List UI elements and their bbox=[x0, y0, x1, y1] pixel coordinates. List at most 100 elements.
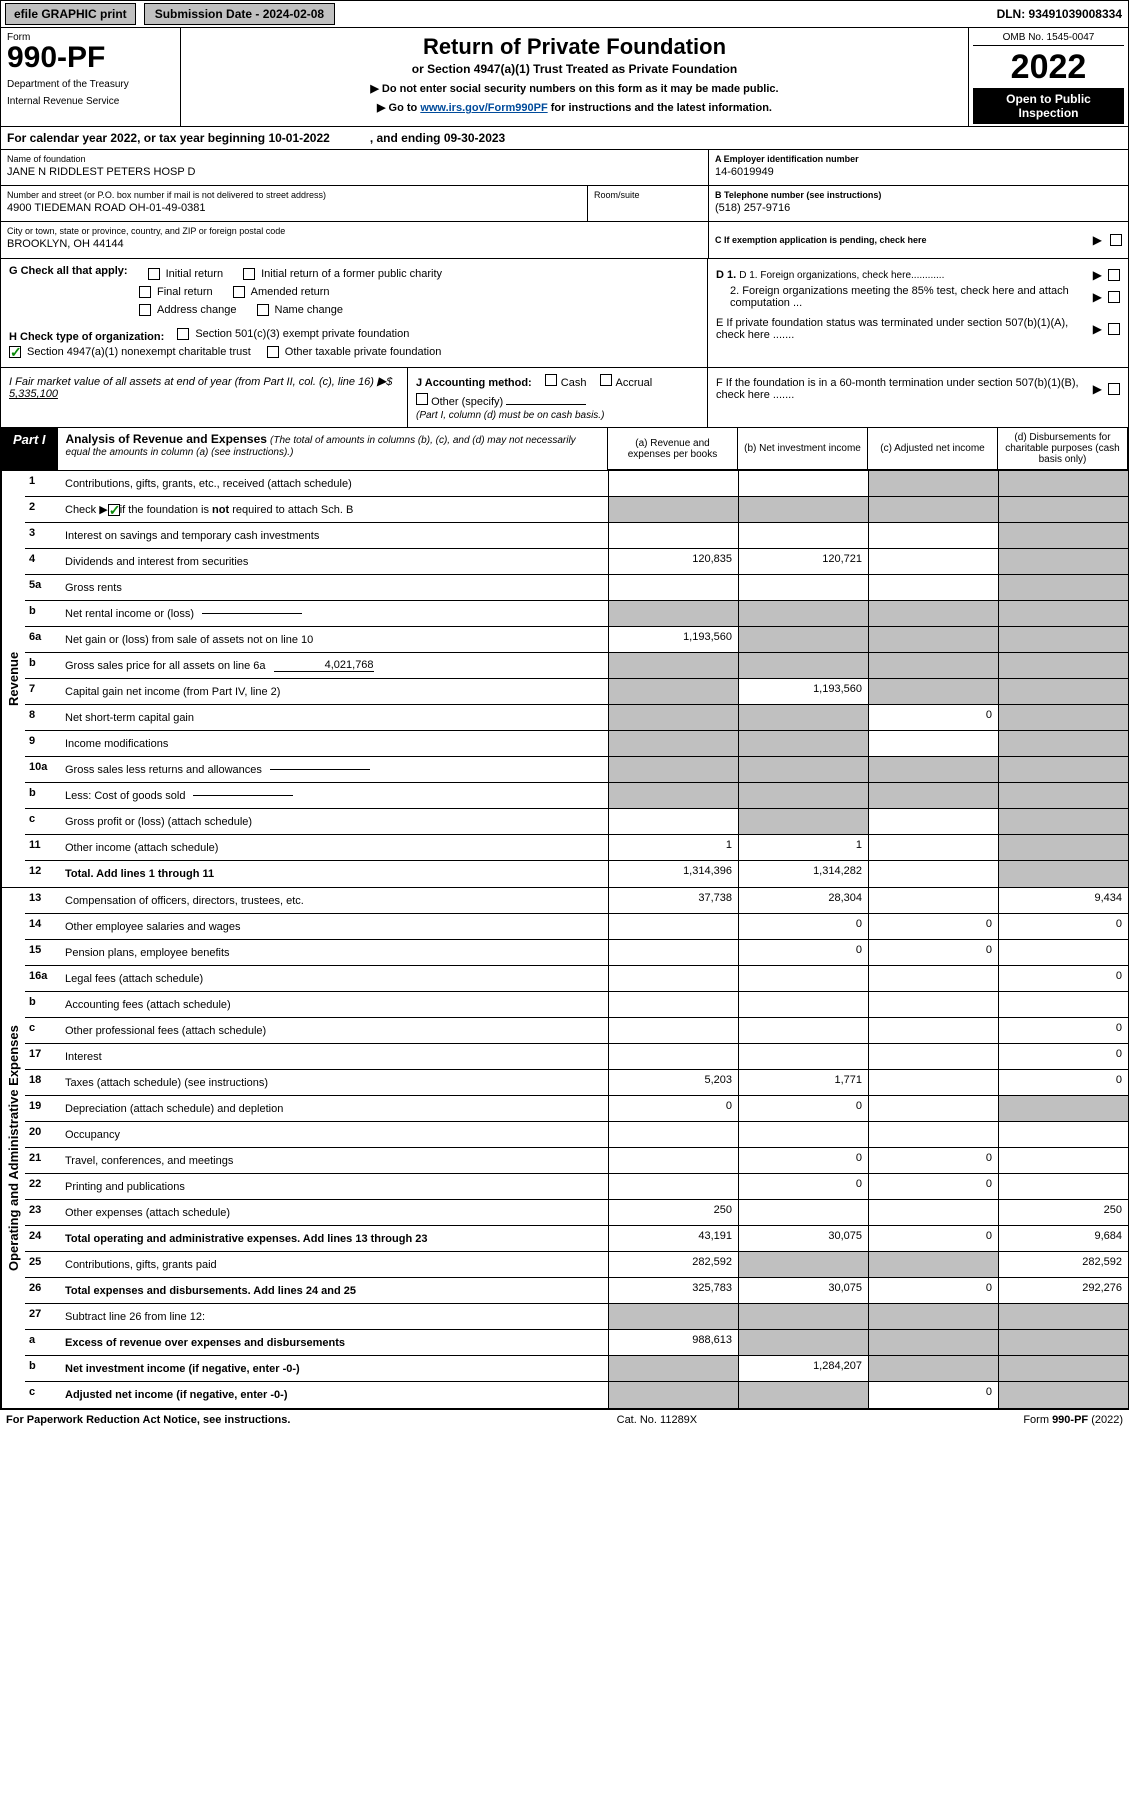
arrow-icon: ▶ bbox=[1093, 268, 1102, 282]
f-checkbox[interactable] bbox=[1108, 383, 1120, 395]
row-number: 8 bbox=[25, 705, 61, 730]
cell-b: 0 bbox=[738, 1174, 868, 1199]
cell-b bbox=[738, 1200, 868, 1225]
calyear-begin: For calendar year 2022, or tax year begi… bbox=[7, 131, 330, 145]
cell-b: 1,771 bbox=[738, 1070, 868, 1095]
table-row: 22Printing and publications00 bbox=[25, 1174, 1128, 1200]
row-desc: Travel, conferences, and meetings bbox=[61, 1148, 608, 1173]
g-amended-return[interactable]: Amended return bbox=[233, 286, 330, 298]
cell-c bbox=[868, 549, 998, 574]
table-row: 21Travel, conferences, and meetings00 bbox=[25, 1148, 1128, 1174]
cell-b bbox=[738, 966, 868, 991]
cell-c bbox=[868, 861, 998, 887]
row-number: 27 bbox=[25, 1304, 61, 1329]
row-desc: Other professional fees (attach schedule… bbox=[61, 1018, 608, 1043]
col-c-header: (c) Adjusted net income bbox=[868, 428, 998, 470]
cell-d bbox=[998, 653, 1128, 678]
cell-b bbox=[738, 497, 868, 522]
address-row: Number and street (or P.O. box number if… bbox=[1, 186, 708, 222]
cell-a bbox=[608, 1174, 738, 1199]
cell-c bbox=[868, 523, 998, 548]
cell-b bbox=[738, 731, 868, 756]
cell-c bbox=[868, 757, 998, 782]
d2-checkbox[interactable] bbox=[1108, 291, 1120, 303]
cell-d bbox=[998, 940, 1128, 965]
row-desc: Contributions, gifts, grants, etc., rece… bbox=[61, 471, 608, 496]
cell-a: 282,592 bbox=[608, 1252, 738, 1277]
cell-d bbox=[998, 783, 1128, 808]
cell-a bbox=[608, 731, 738, 756]
g-address-change[interactable]: Address change bbox=[139, 304, 237, 316]
d1-checkbox[interactable] bbox=[1108, 269, 1120, 281]
j-accrual-checkbox[interactable] bbox=[600, 374, 612, 386]
cell-b bbox=[738, 1252, 868, 1277]
open-line1: Open to Public bbox=[975, 92, 1122, 106]
row-desc: Less: Cost of goods sold bbox=[61, 783, 608, 808]
cell-b: 1 bbox=[738, 835, 868, 860]
e-checkbox[interactable] bbox=[1108, 323, 1120, 335]
city-cell: City or town, state or province, country… bbox=[1, 222, 708, 258]
cell-a bbox=[608, 601, 738, 626]
cell-c bbox=[868, 888, 998, 913]
cell-d: 0 bbox=[998, 966, 1128, 991]
cell-a bbox=[608, 653, 738, 678]
cell-b: 0 bbox=[738, 914, 868, 939]
topbar: efile GRAPHIC print Submission Date - 20… bbox=[0, 0, 1129, 28]
row-number: 9 bbox=[25, 731, 61, 756]
h-501c3[interactable]: Section 501(c)(3) exempt private foundat… bbox=[177, 328, 409, 340]
cell-d bbox=[998, 523, 1128, 548]
j-other-input[interactable] bbox=[506, 404, 586, 405]
row-desc: Net short-term capital gain bbox=[61, 705, 608, 730]
c-checkbox[interactable] bbox=[1110, 234, 1122, 246]
row-desc: Taxes (attach schedule) (see instruction… bbox=[61, 1070, 608, 1095]
form-subtitle: or Section 4947(a)(1) Trust Treated as P… bbox=[191, 62, 958, 76]
cell-a bbox=[608, 705, 738, 730]
row-desc: Adjusted net income (if negative, enter … bbox=[61, 1382, 608, 1408]
g-name-change[interactable]: Name change bbox=[257, 304, 344, 316]
cell-b bbox=[738, 523, 868, 548]
row-desc: Total expenses and disbursements. Add li… bbox=[61, 1278, 608, 1303]
row-number: 17 bbox=[25, 1044, 61, 1069]
table-row: bAccounting fees (attach schedule) bbox=[25, 992, 1128, 1018]
g-final-return[interactable]: Final return bbox=[139, 286, 213, 298]
irs-link[interactable]: www.irs.gov/Form990PF bbox=[420, 102, 547, 114]
table-row: 20Occupancy bbox=[25, 1122, 1128, 1148]
table-row: 6aNet gain or (loss) from sale of assets… bbox=[25, 627, 1128, 653]
f-cell: F If the foundation is in a 60-month ter… bbox=[708, 368, 1128, 427]
g-opt2-label: Address change bbox=[157, 304, 237, 316]
row-desc: Total. Add lines 1 through 11 bbox=[61, 861, 608, 887]
revenue-side-label: Revenue bbox=[1, 471, 25, 887]
j-label: J Accounting method: bbox=[416, 377, 532, 389]
g-initial-return[interactable]: Initial return bbox=[148, 268, 223, 280]
row-desc: Interest on savings and temporary cash i… bbox=[61, 523, 608, 548]
efile-print-button[interactable]: efile GRAPHIC print bbox=[5, 3, 136, 25]
form-header: Form 990-PF Department of the Treasury I… bbox=[0, 28, 1129, 127]
row-desc: Occupancy bbox=[61, 1122, 608, 1147]
cell-d bbox=[998, 705, 1128, 730]
cell-a: 37,738 bbox=[608, 888, 738, 913]
g-opt4-label: Amended return bbox=[251, 286, 330, 298]
h-4947a1[interactable]: Section 4947(a)(1) nonexempt charitable … bbox=[9, 346, 251, 358]
g-initial-former[interactable]: Initial return of a former public charit… bbox=[243, 268, 442, 280]
city-label: City or town, state or province, country… bbox=[7, 226, 702, 236]
j-cash-checkbox[interactable] bbox=[545, 374, 557, 386]
table-row: 24Total operating and administrative exp… bbox=[25, 1226, 1128, 1252]
cell-a: 325,783 bbox=[608, 1278, 738, 1303]
gh-row: G Check all that apply: Initial return I… bbox=[0, 259, 1129, 368]
part1-title-cell: Analysis of Revenue and Expenses (The to… bbox=[58, 428, 607, 470]
cell-d bbox=[998, 1174, 1128, 1199]
schb-checkbox[interactable] bbox=[108, 504, 120, 516]
header-center: Return of Private Foundation or Section … bbox=[181, 28, 968, 126]
cell-a: 0 bbox=[608, 1096, 738, 1121]
inline-value: 4,021,768 bbox=[274, 659, 374, 672]
arrow-icon: ▶ bbox=[1093, 382, 1102, 396]
cell-d: 9,434 bbox=[998, 888, 1128, 913]
room-cell: Room/suite bbox=[588, 186, 708, 221]
row-number: 7 bbox=[25, 679, 61, 704]
table-row: 26Total expenses and disbursements. Add … bbox=[25, 1278, 1128, 1304]
j-other-checkbox[interactable] bbox=[416, 393, 428, 405]
cell-c: 0 bbox=[868, 940, 998, 965]
cell-c bbox=[868, 1122, 998, 1147]
h-other-taxable[interactable]: Other taxable private foundation bbox=[267, 346, 442, 358]
cell-b: 1,284,207 bbox=[738, 1356, 868, 1381]
